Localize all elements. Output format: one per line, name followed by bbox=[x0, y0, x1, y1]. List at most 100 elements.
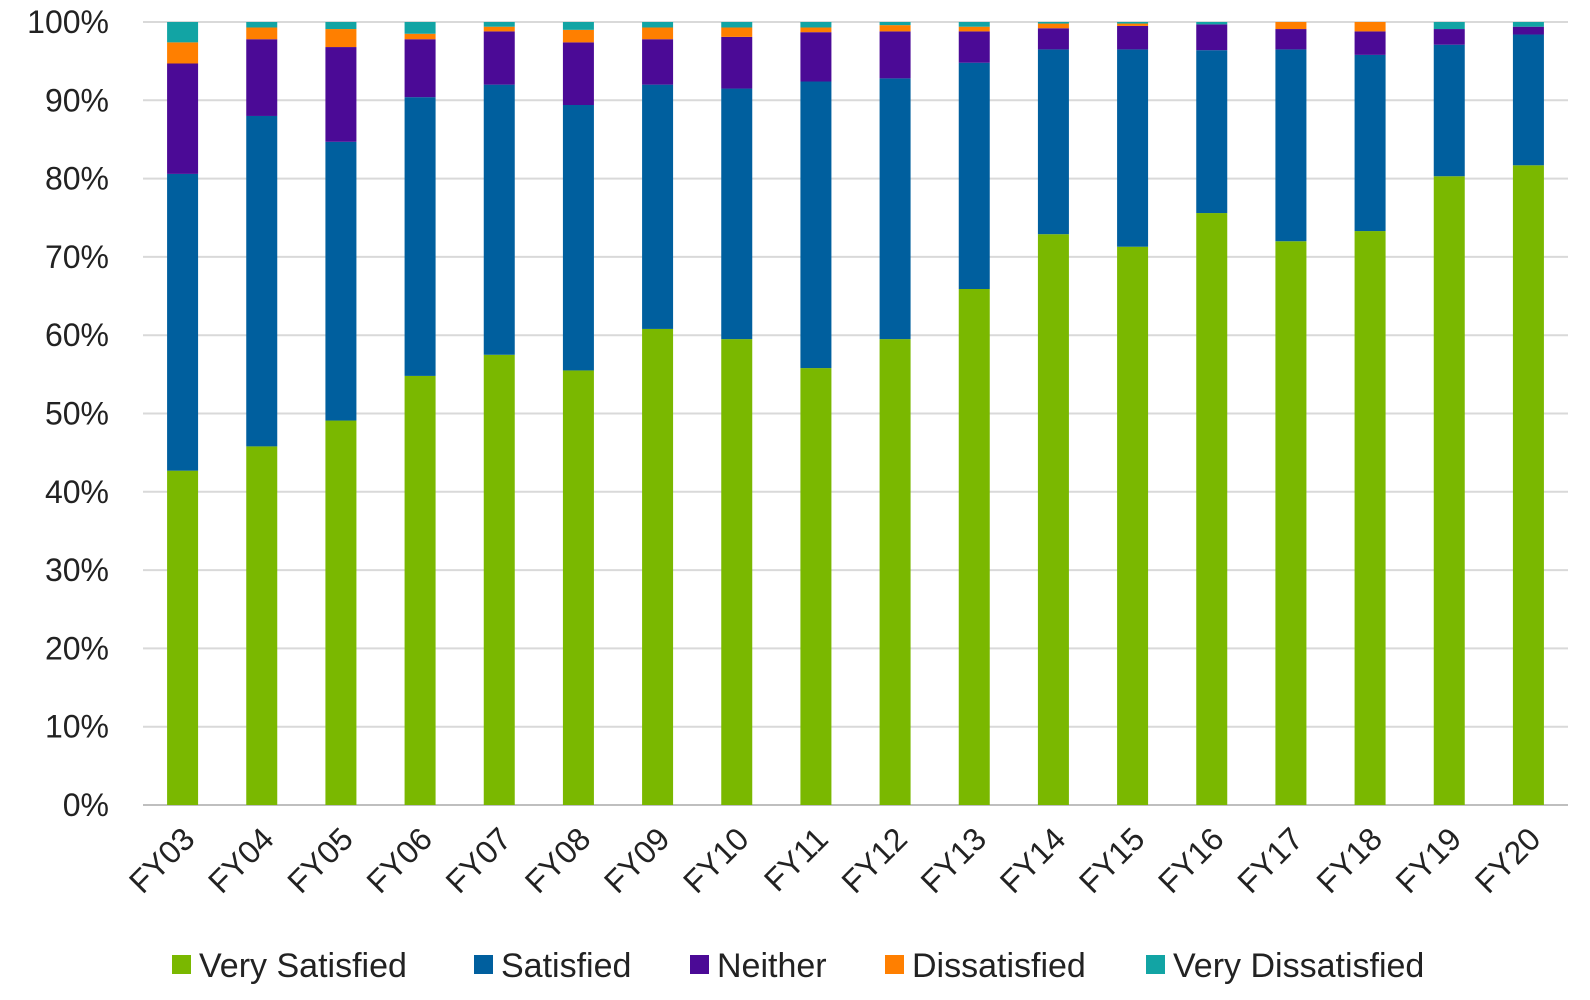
y-tick-label: 70% bbox=[45, 239, 109, 275]
bar-segment-neither bbox=[642, 39, 674, 85]
bar-segment-dissatisfied bbox=[1275, 22, 1307, 30]
bar-segment-dissatisfied bbox=[483, 26, 515, 32]
bar-segment-satisfied bbox=[1117, 49, 1149, 247]
x-tick-label: FY19 bbox=[1389, 820, 1469, 900]
x-tick-label: FY18 bbox=[1309, 820, 1389, 900]
y-tick-label: 20% bbox=[45, 630, 109, 666]
y-tick-label: 30% bbox=[45, 552, 109, 588]
bar-segment-dissatisfied bbox=[1037, 23, 1069, 29]
bar-segment-dissatisfied bbox=[404, 33, 436, 40]
bar-segment-dissatisfied bbox=[721, 27, 753, 37]
bar-segment-neither bbox=[167, 63, 199, 174]
legend-swatch bbox=[474, 955, 493, 974]
bar-segment-dissatisfied bbox=[325, 29, 357, 48]
y-tick-label: 100% bbox=[27, 4, 109, 40]
bar-segment-neither bbox=[958, 31, 990, 63]
bar-segment-neither bbox=[1275, 29, 1307, 50]
bar-segment-very-dissatisfied bbox=[483, 22, 515, 27]
x-tick-label: FY10 bbox=[676, 820, 756, 900]
bar-segment-very-satisfied bbox=[562, 370, 594, 805]
bar-segment-neither bbox=[721, 36, 753, 89]
bar-segment-very-dissatisfied bbox=[167, 22, 199, 43]
bar-segment-very-dissatisfied bbox=[1512, 22, 1544, 27]
bar-segment-dissatisfied bbox=[642, 27, 674, 40]
x-tick-label: FY13 bbox=[914, 820, 994, 900]
bar-segment-very-satisfied bbox=[1117, 246, 1149, 805]
bar-segment-very-satisfied bbox=[1275, 241, 1307, 806]
bars bbox=[167, 22, 1544, 806]
bar-segment-satisfied bbox=[642, 84, 674, 329]
bar-segment-satisfied bbox=[562, 104, 594, 371]
x-tick-label: FY06 bbox=[359, 820, 439, 900]
gridlines bbox=[143, 21, 1568, 806]
y-tick-label: 40% bbox=[45, 474, 109, 510]
bar-segment-very-satisfied bbox=[1512, 165, 1544, 805]
bar-segment-dissatisfied bbox=[167, 42, 199, 64]
y-tick-label: 90% bbox=[45, 82, 109, 118]
bar-segment-dissatisfied bbox=[1117, 23, 1149, 26]
bar-segment-very-satisfied bbox=[167, 470, 199, 805]
bar-segment-very-satisfied bbox=[800, 368, 832, 805]
bar-segment-very-dissatisfied bbox=[721, 22, 753, 28]
bar-segment-dissatisfied bbox=[246, 27, 278, 40]
x-tick-label: FY12 bbox=[834, 820, 914, 900]
bar-segment-satisfied bbox=[404, 97, 436, 376]
bar-segment-very-dissatisfied bbox=[1433, 22, 1465, 30]
y-tick-label: 0% bbox=[63, 787, 109, 823]
bar-segment-satisfied bbox=[1275, 49, 1307, 242]
y-tick-label: 10% bbox=[45, 709, 109, 745]
bar-segment-very-satisfied bbox=[325, 420, 357, 805]
legend-label: Very Satisfied bbox=[199, 947, 407, 985]
bar-segment-satisfied bbox=[958, 62, 990, 290]
bar-segment-very-satisfied bbox=[1196, 213, 1228, 805]
x-tick-label: FY09 bbox=[597, 820, 677, 900]
legend-label: Dissatisfied bbox=[912, 947, 1086, 985]
legend-label: Neither bbox=[717, 947, 827, 985]
x-tick-label: FY14 bbox=[993, 820, 1073, 900]
bar-segment-dissatisfied bbox=[879, 25, 911, 32]
x-tick-label: FY20 bbox=[1468, 820, 1548, 900]
bar-segment-very-dissatisfied bbox=[1196, 22, 1228, 25]
x-axis-tick-labels: FY03 FY04 FY05 FY06 FY07 FY08 FY09 FY10 FY11 FY12… bbox=[122, 820, 1547, 900]
bar-segment-very-satisfied bbox=[483, 354, 515, 805]
bar-segment-neither bbox=[483, 31, 515, 85]
x-tick-label: FY07 bbox=[439, 820, 519, 900]
bar-segment-very-satisfied bbox=[721, 339, 753, 805]
bar-segment-neither bbox=[879, 31, 911, 79]
bar-segment-very-dissatisfied bbox=[562, 22, 594, 30]
bar-segment-satisfied bbox=[879, 78, 911, 340]
bar-segment-very-dissatisfied bbox=[1117, 22, 1149, 24]
legend-swatch bbox=[172, 955, 191, 974]
bar-segment-very-dissatisfied bbox=[800, 22, 832, 28]
x-tick-label: FY17 bbox=[1230, 820, 1310, 900]
bar-segment-dissatisfied bbox=[800, 27, 832, 33]
bar-segment-neither bbox=[404, 39, 436, 98]
bar-segment-satisfied bbox=[325, 141, 357, 421]
bar-segment-satisfied bbox=[1196, 50, 1228, 214]
bar-segment-satisfied bbox=[1512, 34, 1544, 166]
bar-segment-neither bbox=[325, 47, 357, 142]
legend-swatch bbox=[690, 955, 709, 974]
bar-segment-very-satisfied bbox=[404, 375, 436, 805]
y-axis-tick-labels: 0% 10% 20% 30% 40% 50% 60% 70% 80% 90% 100% bbox=[27, 4, 109, 823]
bar-segment-satisfied bbox=[246, 115, 278, 447]
bar-segment-satisfied bbox=[167, 173, 199, 471]
x-tick-label: FY08 bbox=[518, 820, 598, 900]
y-tick-label: 50% bbox=[45, 396, 109, 432]
bar-segment-neither bbox=[562, 42, 594, 105]
bar-segment-dissatisfied bbox=[1354, 22, 1386, 32]
bar-segment-very-dissatisfied bbox=[1037, 22, 1069, 24]
x-tick-label: FY04 bbox=[201, 820, 281, 900]
bar-segment-very-dissatisfied bbox=[246, 22, 278, 28]
legend-label: Satisfied bbox=[501, 947, 631, 985]
bar-segment-satisfied bbox=[800, 81, 832, 369]
bar-segment-very-dissatisfied bbox=[642, 22, 674, 28]
bar-segment-neither bbox=[1354, 31, 1386, 55]
bar-segment-very-satisfied bbox=[642, 328, 674, 805]
y-tick-label: 60% bbox=[45, 317, 109, 353]
bar-segment-neither bbox=[246, 39, 278, 116]
x-tick-label: FY16 bbox=[1151, 820, 1231, 900]
bar-segment-very-dissatisfied bbox=[404, 22, 436, 34]
x-tick-label: FY03 bbox=[122, 820, 202, 900]
